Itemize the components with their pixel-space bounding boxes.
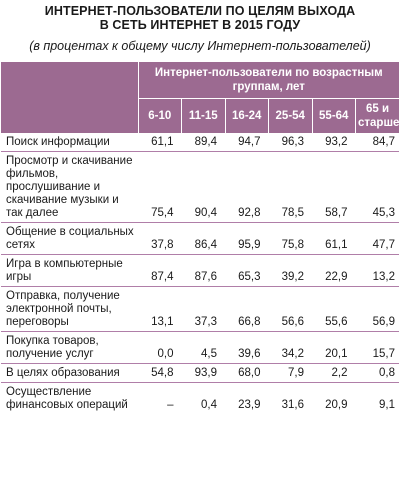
row-value: 87,4 [138, 254, 182, 287]
row-value: 9,1 [379, 399, 395, 411]
row-value: 84,7 [355, 133, 399, 152]
row-value: 78,5 [268, 151, 312, 223]
header-row-group: Интернет-пользователи по возрастным груп… [1, 62, 399, 133]
row-value: 0,0 [138, 331, 182, 364]
age-header-6-10: 6-10 [137, 98, 182, 133]
title-line-2: В СЕТЬ ИНТЕРНЕТ В 2015 ГОДУ [99, 18, 301, 32]
row-value: 22,9 [312, 254, 356, 287]
row-label: В целях образования [1, 363, 138, 383]
age-header-25-54: 25-54 [268, 98, 312, 133]
row-value: 0,4 [201, 399, 217, 411]
age-header-65-plus: 65 и старше [355, 98, 399, 133]
row-value: 4,5 [181, 331, 225, 364]
age-group-header: Интернет-пользователи по возрастным груп… [137, 62, 399, 99]
row-value: 68,0 [225, 363, 269, 383]
row-value: 75,4 [138, 151, 182, 223]
row-value: 92,8 [225, 151, 269, 223]
table-row: Отправка, получение электронной почты, п… [1, 286, 399, 332]
table-title: ИНТЕРНЕТ-ПОЛЬЗОВАТЕЛИ ПО ЦЕЛЯМ ВЫХОДА В … [0, 0, 400, 32]
row-value: 93,2 [312, 133, 356, 152]
age-header-16-24: 16-24 [224, 98, 269, 133]
row-value: 86,4 [181, 222, 225, 255]
row-value: 23,9 [238, 399, 261, 411]
header-corner-cell [1, 62, 138, 133]
row-value: 95,9 [225, 222, 269, 255]
row-value: 13,1 [138, 286, 182, 332]
age-group-header-line-1: Интернет-пользователи по возрастным [154, 67, 383, 79]
row-value: 37,8 [138, 222, 182, 255]
row-label: Просмотр и скачивание фильмов, прослушив… [1, 151, 138, 223]
row-value: 94,7 [225, 133, 269, 152]
row-value: 65,3 [225, 254, 269, 287]
row-value: 2,2 [312, 363, 356, 383]
row-label: Покупка товаров, получение услуг [1, 331, 138, 364]
row-value: 66,8 [225, 286, 269, 332]
table-row: Поиск информации 61,1 89,4 94,7 96,3 93,2 84,7 [1, 133, 399, 152]
row-value: 7,9 [268, 363, 312, 383]
header-row-ages: 6-10 11-15 16-24 25-54 55-64 65 и старше [1, 98, 399, 133]
title-line-1: ИНТЕРНЕТ-ПОЛЬЗОВАТЕЛИ ПО ЦЕЛЯМ ВЫХОДА [44, 4, 356, 18]
row-value: 56,9 [355, 286, 399, 332]
row-value: 31,6 [281, 399, 304, 411]
table-row: Покупка товаров, получение услуг 0,0 4,5 39… [1, 331, 399, 364]
row-value: 20,9 [325, 399, 348, 411]
row-value: 45,3 [355, 151, 399, 223]
row-label: Поиск информации [1, 133, 138, 152]
row-value: 37,3 [181, 286, 225, 332]
row-value: 75,8 [268, 222, 312, 255]
row-value: 39,2 [268, 254, 312, 287]
row-value: 61,1 [312, 222, 356, 255]
row-label: Осуществление финансовых операций [6, 386, 128, 411]
row-value: 56,6 [268, 286, 312, 332]
table-subtitle: (в процентах к общему числу Интернет-пол… [29, 39, 371, 53]
row-value: 90,4 [181, 151, 225, 223]
row-value: 55,6 [312, 286, 356, 332]
table-row: Общение в социальных сетях 37,8 86,4 95,9 75… [1, 222, 399, 255]
row-label: Игра в компьютерные игры [1, 254, 138, 287]
table-body: Поиск информации 61,1 89,4 94,7 96,3 93,2 84,7… [1, 133, 399, 414]
row-value: 54,8 [138, 363, 182, 383]
row-label: Общение в социальных сетях [1, 222, 138, 255]
row-value: 20,1 [312, 331, 356, 364]
table-row: В целях образования 54,8 93,9 68,0 7,9 2,2 0,8 [1, 363, 399, 383]
row-value: 96,3 [268, 133, 312, 152]
row-value: 15,7 [355, 331, 399, 364]
row-label: Отправка, получение электронной почты, п… [1, 286, 138, 332]
row-value: 13,2 [355, 254, 399, 287]
row-value: 93,9 [181, 363, 225, 383]
age-group-header-line-2: группам, лет [232, 81, 305, 93]
row-value: – [167, 399, 174, 411]
row-value: 89,4 [181, 133, 225, 152]
age-header-55-64: 55-64 [311, 98, 356, 133]
row-value: 34,2 [268, 331, 312, 364]
row-value: 58,7 [312, 151, 356, 223]
row-value: 87,6 [181, 254, 225, 287]
row-value: 47,7 [355, 222, 399, 255]
row-value: 61,1 [138, 133, 182, 152]
row-value: 39,6 [225, 331, 269, 364]
table-row: Осуществление финансовых операций – 0,4 23,… [1, 383, 399, 415]
data-table: Интернет-пользователи по возрастным груп… [1, 62, 399, 414]
table-row: Игра в компьютерные игры 87,4 87,6 65,3 39,2… [1, 254, 399, 287]
table-row: Просмотр и скачивание фильмов, прослушив… [1, 151, 399, 223]
row-value: 0,8 [355, 363, 399, 383]
age-header-11-15: 11-15 [181, 98, 225, 133]
